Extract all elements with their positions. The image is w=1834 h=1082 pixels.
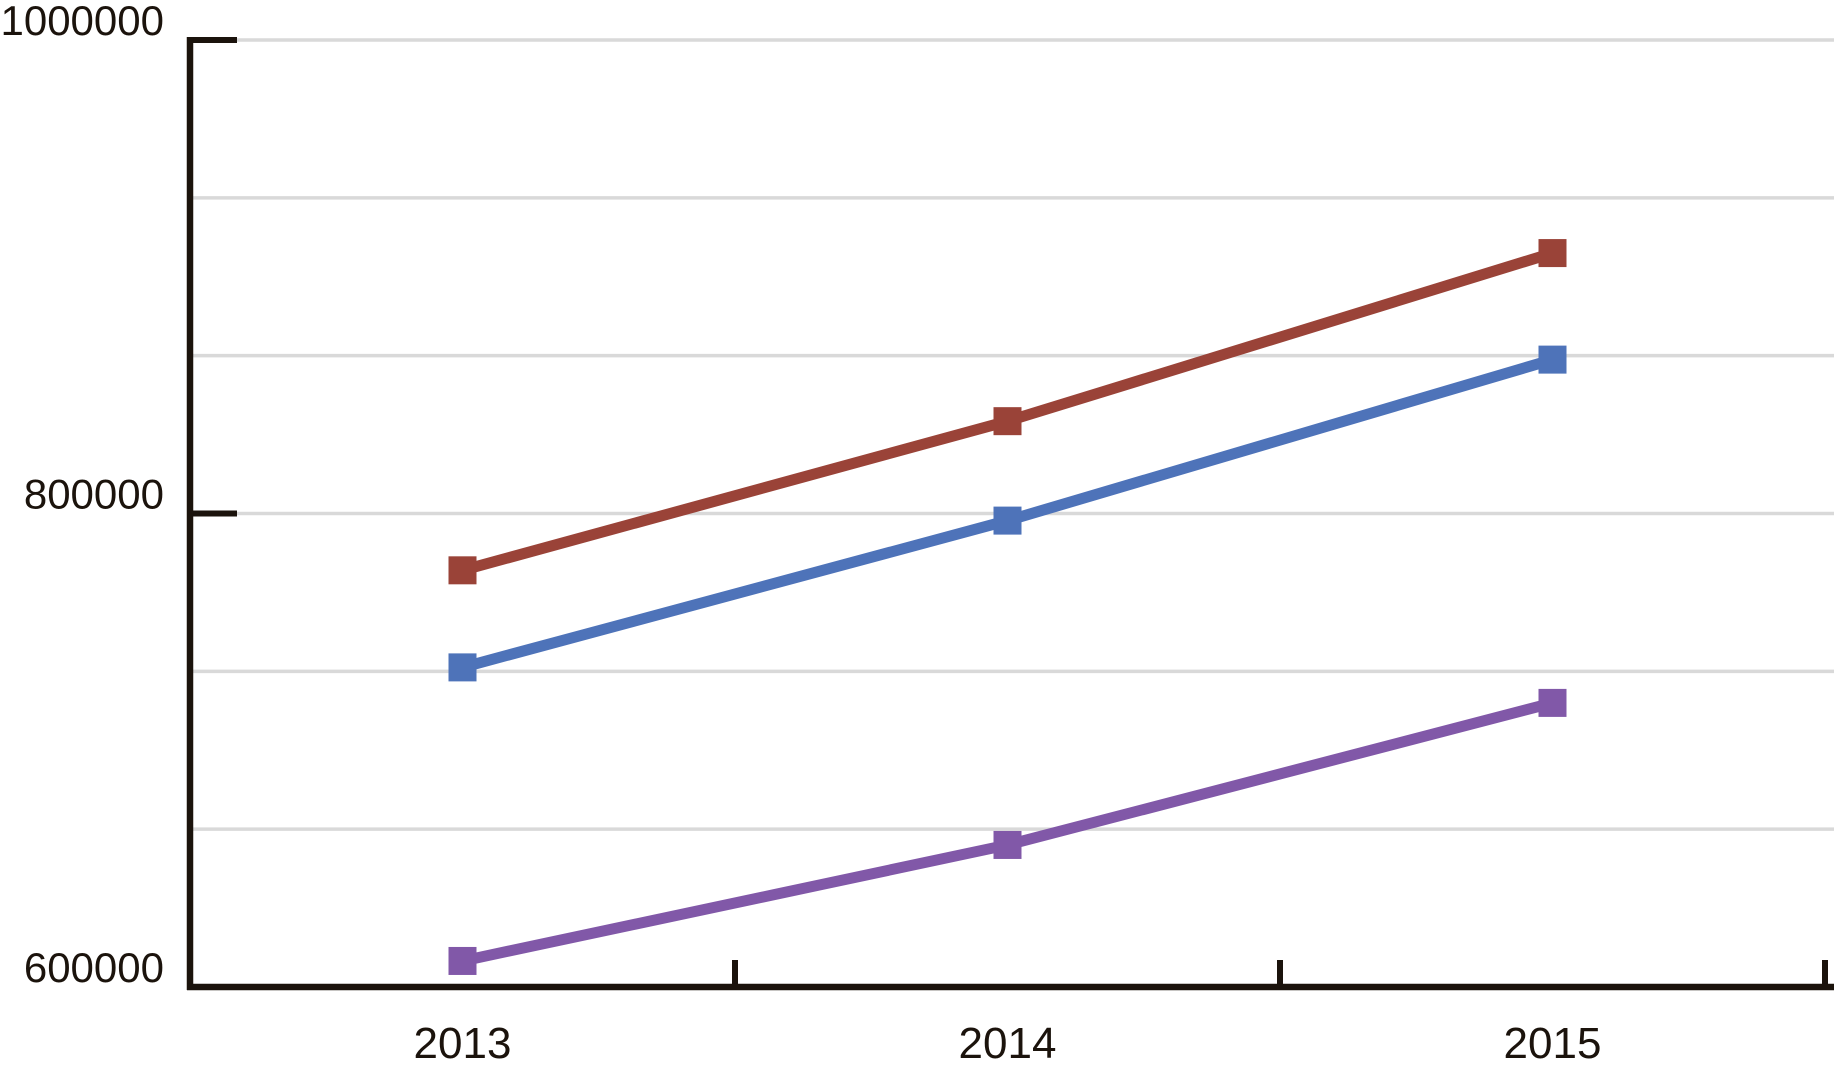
marker-red-2014 <box>993 407 1022 436</box>
marker-red-2013 <box>448 556 477 585</box>
marker-purple-2013 <box>448 946 477 975</box>
y-axis-tick-label: 800000 <box>24 471 164 518</box>
marker-blue-2013 <box>448 653 477 682</box>
x-axis-tick-label: 2013 <box>414 1019 512 1068</box>
y-axis-tick-label: 1000000 <box>0 0 164 44</box>
marker-purple-2014 <box>993 830 1022 859</box>
y-axis-tick-label: 600000 <box>24 944 164 991</box>
x-axis-tick-label: 2015 <box>1504 1019 1602 1068</box>
marker-blue-2014 <box>993 506 1022 535</box>
x-axis-tick-label: 2014 <box>959 1019 1057 1068</box>
marker-red-2015 <box>1538 239 1567 268</box>
marker-purple-2015 <box>1538 688 1567 717</box>
marker-blue-2015 <box>1538 345 1567 374</box>
